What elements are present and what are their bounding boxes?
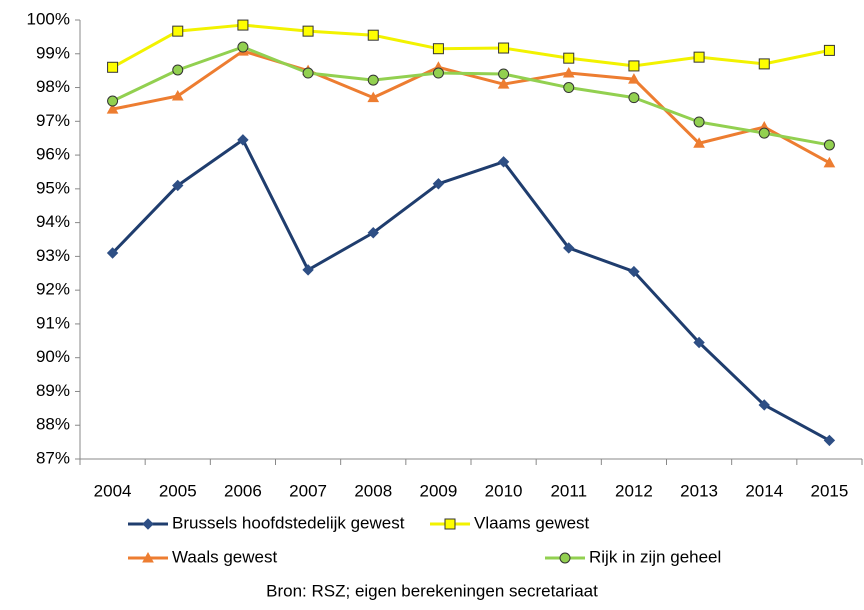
data-point [823, 434, 836, 447]
data-point [693, 116, 705, 128]
data-point [823, 139, 835, 151]
y-tick-label: 92% [36, 280, 70, 299]
legend-marker [444, 518, 456, 530]
x-tick-label: 2010 [485, 481, 523, 500]
data-point [758, 399, 770, 411]
data-point [106, 103, 119, 114]
y-tick-label: 93% [36, 246, 70, 265]
data-point [693, 336, 705, 349]
y-tick-label: 99% [36, 43, 70, 62]
data-point [302, 264, 314, 276]
y-tick-label: 90% [36, 347, 70, 366]
data-point [171, 89, 184, 101]
data-point [497, 156, 510, 168]
x-tick-label: 2011 [550, 481, 587, 500]
data-point [758, 58, 770, 70]
x-tick-label: 2008 [354, 481, 392, 500]
data-point [693, 51, 705, 63]
data-point [497, 78, 510, 89]
x-tick-label: 2012 [615, 481, 653, 500]
x-tick-label: 2005 [159, 481, 197, 500]
y-tick-label: 91% [36, 313, 70, 332]
series-line [112, 49, 831, 165]
data-point [237, 41, 249, 53]
data-point [432, 178, 445, 190]
data-point [498, 68, 510, 80]
data-point [172, 25, 184, 37]
data-point [367, 74, 379, 86]
data-point [628, 265, 640, 278]
legend-marker [142, 551, 154, 563]
source-note: Bron: RSZ; eigen berekeningen secretaria… [266, 581, 598, 600]
data-point [562, 66, 575, 78]
data-point [106, 247, 119, 259]
data-point [823, 44, 835, 56]
y-tick-label: 88% [36, 415, 70, 434]
data-point [498, 42, 510, 54]
y-tick-label: 97% [36, 111, 70, 130]
series-line [111, 23, 830, 69]
y-tick-label: 100% [27, 9, 70, 28]
x-tick-label: 2009 [420, 481, 458, 500]
data-point [432, 43, 444, 55]
data-point [563, 242, 575, 254]
data-point [563, 82, 575, 94]
data-point [628, 92, 640, 104]
data-point [367, 29, 379, 41]
y-tick-label: 98% [36, 77, 70, 96]
data-point [107, 95, 119, 107]
legend-label: Rijk in zijn geheel [589, 547, 721, 566]
data-point [432, 67, 444, 79]
data-point [172, 179, 184, 192]
data-point [367, 91, 380, 103]
series-line [111, 45, 830, 147]
data-point [302, 67, 314, 79]
data-point [237, 19, 249, 31]
x-tick-label: 2013 [680, 481, 718, 500]
data-point [172, 64, 184, 76]
y-tick-label: 87% [36, 448, 70, 467]
data-point [693, 137, 705, 148]
legend-label: Waals gewest [172, 547, 277, 566]
data-point [367, 227, 379, 239]
x-tick-label: 2006 [224, 481, 262, 500]
legend-label: Brussels hoofdstedelijk gewest [172, 513, 405, 532]
y-tick-label: 96% [36, 145, 70, 164]
legend-marker [559, 552, 571, 564]
y-tick-label: 94% [36, 212, 70, 231]
series-line [111, 138, 831, 442]
data-point [758, 127, 770, 139]
legend-marker [142, 518, 154, 530]
data-point [628, 73, 640, 84]
data-point [107, 61, 119, 73]
legend-label: Vlaams gewest [474, 513, 590, 532]
data-point [628, 60, 640, 72]
data-point [823, 156, 836, 168]
data-point [302, 25, 314, 37]
y-tick-label: 89% [36, 381, 70, 400]
x-tick-label: 2014 [745, 481, 783, 500]
x-tick-label: 2007 [289, 481, 327, 500]
data-point [563, 52, 575, 64]
x-tick-label: 2015 [811, 481, 849, 500]
data-point [237, 134, 249, 146]
y-tick-label: 95% [36, 178, 70, 197]
x-tick-label: 2004 [94, 481, 132, 500]
